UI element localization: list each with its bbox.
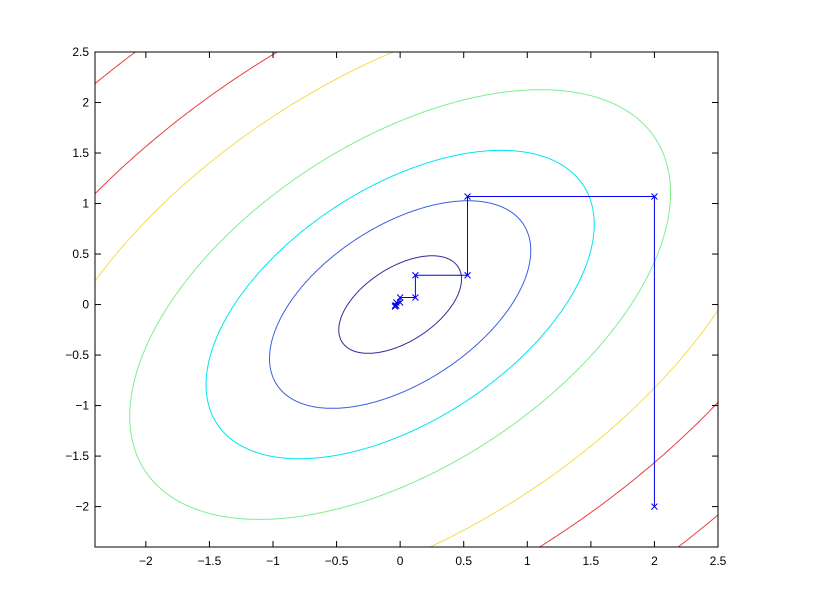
path-point-marker xyxy=(651,193,658,200)
contour-level-6 xyxy=(95,52,718,547)
x-tick-label: −1.5 xyxy=(198,554,222,568)
y-tick-label: 1 xyxy=(82,197,89,211)
y-tick-label: −0.5 xyxy=(65,348,89,362)
path-point-marker xyxy=(412,271,419,279)
path-point-marker xyxy=(464,193,471,200)
path-point-marker xyxy=(391,303,399,310)
y-tick-label: 2.5 xyxy=(72,45,89,59)
y-axis: −2 −1.5 −1 −0.5 0 0.5 1 1.5 2 2.5 xyxy=(65,45,718,514)
path-point-marker xyxy=(391,302,399,309)
x-tick-label: 1 xyxy=(524,554,531,568)
y-tick-label: −2 xyxy=(75,500,89,514)
path-point-marker xyxy=(396,294,404,301)
contour-lines xyxy=(95,52,718,547)
contour-level-0 xyxy=(338,255,462,354)
y-tick-label: 2 xyxy=(82,96,89,110)
y-tick-label: −1.5 xyxy=(65,449,89,463)
y-tick-label: 0.5 xyxy=(72,247,89,261)
plot-frame xyxy=(94,51,719,548)
path-point-marker xyxy=(412,294,419,301)
x-tick-label: 0.5 xyxy=(455,554,472,568)
contour-level-3 xyxy=(129,89,671,520)
x-axis: −2 −1.5 −1 −0.5 0 0.5 1 1.5 2 2.5 xyxy=(139,52,727,568)
x-tick-label: 0 xyxy=(397,554,404,568)
contour-level-2 xyxy=(205,149,595,460)
contour-level-5 xyxy=(95,52,718,547)
path-point-marker xyxy=(651,503,658,510)
x-tick-label: −1 xyxy=(266,554,280,568)
y-tick-label: 1.5 xyxy=(72,146,89,160)
y-tick-label: 0 xyxy=(82,298,89,312)
contour-level-4 xyxy=(95,52,718,547)
descent-path xyxy=(391,193,658,510)
x-tick-label: 2 xyxy=(651,554,658,568)
x-tick-label: 2.5 xyxy=(710,554,727,568)
x-tick-label: −0.5 xyxy=(325,554,349,568)
contour-level-1 xyxy=(269,200,532,409)
x-tick-label: −2 xyxy=(139,554,153,568)
path-point-marker xyxy=(464,271,471,279)
x-tick-label: 1.5 xyxy=(583,554,600,568)
plot-background xyxy=(95,52,718,547)
y-tick-label: −1 xyxy=(75,399,89,413)
